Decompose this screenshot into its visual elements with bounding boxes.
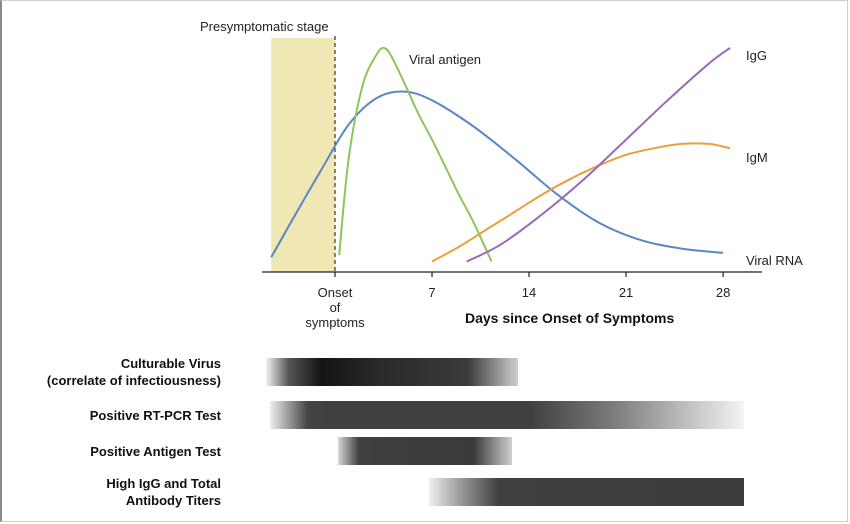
timeline-bar [429,478,744,506]
x-tick-label: 7 [428,285,435,300]
timeline-row-label: Culturable Virus (correlate of infectiou… [46,356,221,388]
timeline-row-label: Positive RT-PCR Test [89,407,221,423]
x-tick-label: Onset of symptoms [305,285,365,330]
x-tick-label: 21 [619,285,633,300]
timeline-bar [337,437,513,465]
series-line-igg [466,47,731,263]
x-axis-label: Days since Onset of Symptoms [465,310,675,326]
series-label-igg: IgG [746,48,767,63]
series-lines: Viral RNA Viral antigen IgM IgG [270,46,803,268]
series-line-viral-rna [270,90,724,258]
series-label-viral-rna: Viral RNA [746,253,803,268]
timeline-bar [265,358,518,386]
presymptomatic-label: Presymptomatic stage [200,19,329,34]
line-chart: Presymptomatic stage Onset of symptoms 7 14 2… [200,19,803,330]
series-line-igm [431,142,731,263]
timeline-row-label: High IgG and Total Antibody Titers [106,476,221,508]
x-ticks: Onset of symptoms 7 14 21 28 [305,272,730,330]
series-line-viral-antigen [338,46,493,263]
presymptomatic-region [271,38,335,272]
timeline-bar [269,401,744,429]
series-label-viral-antigen: Viral antigen [409,52,481,67]
timeline-row-label: Positive Antigen Test [90,443,221,459]
x-tick-label: 14 [522,285,536,300]
x-tick-label: 28 [716,285,730,300]
series-label-igm: IgM [746,150,768,165]
